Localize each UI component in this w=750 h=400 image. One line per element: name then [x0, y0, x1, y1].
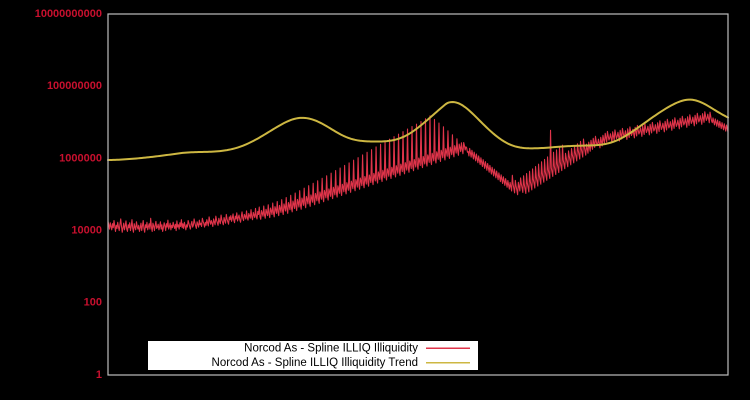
series-illiquidity-trend-line	[107, 98, 729, 162]
legend-entry-label[interactable]: Norcod As - Spline ILLIQ Illiquidity	[244, 342, 418, 354]
data-series-group	[107, 98, 729, 233]
y-axis-tick-label: 100000000	[47, 80, 102, 92]
y-axis-tick-label: 10000	[71, 225, 102, 237]
y-axis-tick-label: 1	[96, 369, 102, 381]
y-axis-tick-label: 100	[84, 297, 102, 309]
y-axis-tick-label: 1000000	[59, 152, 102, 164]
plot-frame	[107, 13, 729, 376]
chart-legend[interactable]: Norcod As - Spline ILLIQ Illiquidity Norc…	[148, 341, 478, 370]
legend-background	[148, 341, 478, 370]
legend-entry-label[interactable]: Norcod As - Spline ILLIQ Illiquidity Tre…	[212, 357, 418, 369]
y-axis-tick-labels: 10000000000 100000000 1000000 10000 100 1	[35, 8, 102, 381]
series-illiquidity-line	[107, 111, 729, 233]
y-axis-tick-label: 10000000000	[35, 8, 102, 20]
